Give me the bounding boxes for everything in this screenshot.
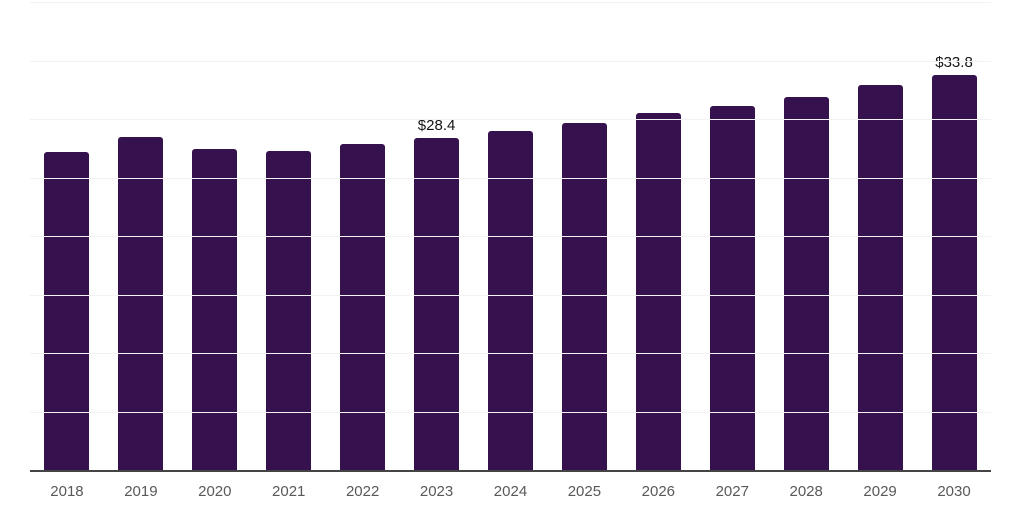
bar-2025	[561, 122, 607, 470]
gridline	[30, 60, 991, 62]
x-tick-label-2028: 2028	[789, 483, 823, 500]
bar-group-2018	[30, 2, 104, 470]
bar-group-2028	[769, 2, 843, 470]
bar-2026	[635, 113, 681, 470]
data-label-2030: $33.8	[935, 53, 973, 71]
bar-2027	[709, 106, 755, 470]
bar-group-2023: $28.4	[400, 2, 474, 470]
bar-2024	[487, 130, 533, 470]
bar-group-2026	[621, 2, 695, 470]
data-label-2023: $28.4	[417, 116, 456, 134]
bar-2028	[783, 96, 829, 470]
bar-group-2024	[474, 2, 548, 470]
x-axis-line	[30, 470, 991, 472]
gridline	[30, 177, 991, 179]
gridline	[30, 353, 991, 354]
x-tick-label-2026: 2026	[641, 483, 676, 500]
bar-group-2027	[695, 2, 769, 470]
bar-2019	[118, 136, 164, 470]
x-tick-label-2021: 2021	[272, 483, 306, 500]
bar-2022	[340, 143, 386, 470]
x-tick-label-2022: 2022	[345, 483, 380, 500]
bar-group-2020	[178, 2, 252, 470]
gridline	[30, 294, 991, 296]
gridline	[30, 2, 991, 3]
bar-2029	[857, 85, 903, 470]
x-tick-label-2027: 2027	[715, 483, 749, 500]
x-tick-label-2025: 2025	[567, 483, 602, 500]
plot-area: $28.4 $33.8	[30, 2, 991, 472]
x-tick-label-2029: 2029	[863, 483, 897, 500]
x-tick-label-2023: 2023	[419, 483, 454, 500]
x-tick-label-2019: 2019	[124, 483, 158, 500]
bar-2020	[192, 149, 238, 470]
x-tick-label-2018: 2018	[50, 483, 84, 500]
bar-group-2030: $33.8	[917, 2, 991, 470]
x-axis-labels: 2018 2019 2020 2021 2022 2023 2024 2025 2026 2027…	[30, 483, 991, 501]
bar-2023	[414, 137, 460, 470]
x-tick-label-2030: 2030	[937, 483, 971, 500]
gridline	[30, 119, 991, 120]
bar-group-2019	[104, 2, 178, 470]
bar-group-2029	[843, 2, 917, 470]
bar-2021	[266, 150, 312, 470]
gridline	[30, 236, 991, 237]
bar-2018	[44, 151, 90, 470]
x-tick-label-2020: 2020	[198, 483, 232, 500]
bar-group-2021	[252, 2, 326, 470]
gridline	[30, 411, 991, 413]
x-tick-label-2024: 2024	[493, 483, 528, 500]
bar-2030	[931, 74, 977, 470]
bar-group-2022	[326, 2, 400, 470]
